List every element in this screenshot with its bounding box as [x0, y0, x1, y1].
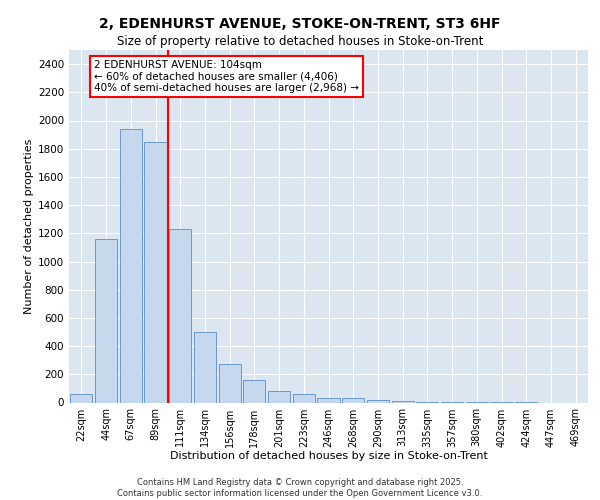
Text: Contains HM Land Registry data © Crown copyright and database right 2025.
Contai: Contains HM Land Registry data © Crown c…: [118, 478, 482, 498]
Bar: [342, 398, 364, 402]
Bar: [293, 394, 315, 402]
Bar: [367, 400, 389, 402]
X-axis label: Distribution of detached houses by size in Stoke-on-Trent: Distribution of detached houses by size …: [170, 451, 487, 461]
Bar: [392, 401, 414, 402]
Bar: [95, 239, 117, 402]
Bar: [218, 364, 241, 403]
Bar: [70, 394, 92, 402]
Bar: [268, 391, 290, 402]
Text: 2 EDENHURST AVENUE: 104sqm
← 60% of detached houses are smaller (4,406)
40% of s: 2 EDENHURST AVENUE: 104sqm ← 60% of deta…: [94, 60, 359, 93]
Bar: [194, 332, 216, 402]
Bar: [145, 142, 167, 402]
Text: Size of property relative to detached houses in Stoke-on-Trent: Size of property relative to detached ho…: [117, 35, 483, 48]
Bar: [317, 398, 340, 402]
Y-axis label: Number of detached properties: Number of detached properties: [24, 138, 34, 314]
Bar: [169, 229, 191, 402]
Text: 2, EDENHURST AVENUE, STOKE-ON-TRENT, ST3 6HF: 2, EDENHURST AVENUE, STOKE-ON-TRENT, ST3…: [99, 18, 501, 32]
Bar: [243, 380, 265, 402]
Bar: [119, 129, 142, 402]
